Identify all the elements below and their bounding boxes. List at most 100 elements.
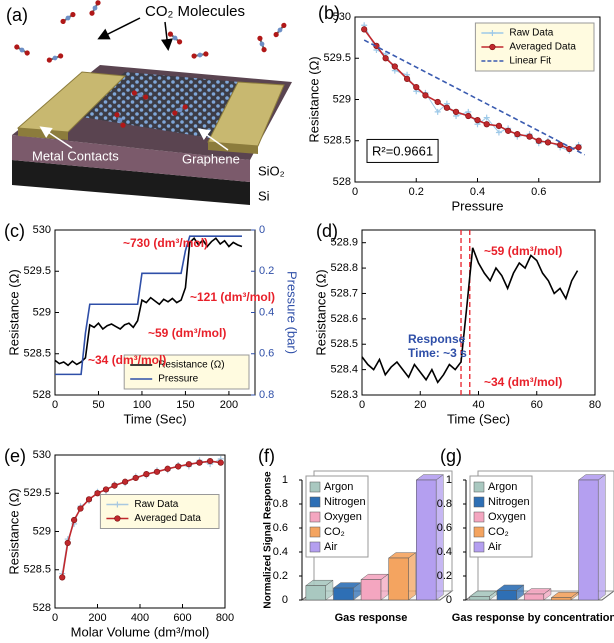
legend-label: Averaged Data bbox=[509, 42, 576, 53]
y-tick-label: 528.7 bbox=[330, 287, 358, 299]
point bbox=[434, 98, 441, 106]
point bbox=[64, 539, 71, 547]
legend-box bbox=[99, 494, 220, 529]
legend-swatch bbox=[489, 43, 496, 51]
y2-tick-label: 0.4 bbox=[259, 306, 274, 318]
legend-label: CO₂ bbox=[324, 526, 345, 538]
legend-swatch bbox=[473, 511, 485, 523]
label: CO₂ Molecules bbox=[145, 3, 245, 20]
series-line bbox=[363, 39, 586, 156]
point bbox=[77, 505, 84, 512]
point bbox=[143, 471, 150, 478]
x-tick-label: 0 bbox=[52, 399, 58, 411]
y-tick-label: 529.5 bbox=[23, 265, 51, 277]
point bbox=[413, 84, 420, 91]
annotation: R²=0.9661 bbox=[372, 143, 433, 158]
legend-box bbox=[123, 354, 250, 390]
y2-tick-label: 0.8 bbox=[259, 389, 274, 401]
point bbox=[85, 496, 93, 503]
point bbox=[59, 574, 66, 581]
y-tick-label: 528.5 bbox=[23, 564, 51, 576]
legend-label: Linear Fit bbox=[509, 56, 551, 67]
si-layer bbox=[12, 160, 250, 205]
legend-swatch bbox=[309, 526, 321, 538]
legend-label: Nitrogen bbox=[488, 496, 530, 508]
point bbox=[111, 482, 118, 489]
annotation: ~59 (dm³/mol) bbox=[484, 244, 562, 258]
x-axis-label: Pressure bbox=[451, 198, 503, 213]
x-tick-label: 0.6 bbox=[531, 186, 546, 198]
annotation: Response bbox=[408, 332, 466, 346]
y-tick-label: 1 bbox=[282, 474, 288, 486]
legend-swatch bbox=[473, 526, 485, 538]
legend-label: Air bbox=[488, 541, 502, 553]
x-tick-label: 200 bbox=[220, 399, 238, 411]
annotation: ~59 (dm³/mol) bbox=[148, 326, 226, 340]
arrow bbox=[39, 126, 73, 149]
label: SiO₂ bbox=[258, 163, 285, 178]
legend-label: Pressure bbox=[158, 374, 198, 385]
legend-label: Raw Data bbox=[134, 499, 178, 510]
x-axis-label: Gas response by concentration bbox=[452, 612, 614, 624]
point bbox=[382, 55, 389, 62]
bar bbox=[416, 479, 437, 601]
bar bbox=[305, 585, 326, 601]
y-tick-label: 528.4 bbox=[330, 364, 358, 376]
point bbox=[71, 516, 78, 524]
legend-label: Air bbox=[324, 541, 338, 553]
y2-tick-label: 0 bbox=[259, 224, 265, 236]
point bbox=[526, 133, 533, 140]
point bbox=[403, 75, 411, 82]
point bbox=[196, 459, 203, 466]
bar bbox=[388, 557, 409, 601]
legend-swatch bbox=[309, 511, 321, 523]
point bbox=[164, 465, 171, 472]
y-tick-label: 530 bbox=[33, 449, 51, 461]
x-tick-label: 60 bbox=[531, 399, 543, 411]
point bbox=[132, 474, 139, 482]
x-tick-label: 100 bbox=[133, 399, 151, 411]
point bbox=[94, 490, 101, 497]
legend-label: Averaged Data bbox=[134, 513, 201, 524]
y-tick-label: 1 bbox=[446, 474, 452, 486]
panel-label: (a) bbox=[6, 5, 28, 25]
x-tick-label: 80 bbox=[589, 399, 601, 411]
y-tick-label: 0 bbox=[446, 594, 452, 606]
point bbox=[495, 129, 502, 136]
point bbox=[422, 92, 429, 99]
x-tick-label: 0 bbox=[52, 612, 58, 624]
y-tick-label: 0.6 bbox=[273, 522, 288, 534]
plot-frame bbox=[54, 454, 226, 609]
annotation: ~121 (dm³/mol) bbox=[190, 290, 275, 304]
y-tick-label: 0.8 bbox=[437, 498, 452, 510]
y-tick-label: 528.3 bbox=[330, 389, 358, 401]
point bbox=[153, 468, 161, 475]
label: Metal Contacts bbox=[32, 148, 119, 163]
y-tick-label: 0 bbox=[282, 594, 288, 606]
panel-label: (f) bbox=[258, 446, 275, 466]
annotation: Time: ~3 s bbox=[408, 346, 467, 360]
bar bbox=[360, 579, 382, 601]
y2-axis-label: Pressure (bar) bbox=[285, 271, 300, 354]
point bbox=[575, 144, 582, 151]
x-tick-label: 0 bbox=[359, 399, 365, 411]
legend-swatch bbox=[309, 541, 321, 553]
y-tick-label: 529.5 bbox=[323, 52, 351, 64]
annotation: ~34 (dm³/mol) bbox=[484, 375, 562, 389]
point bbox=[514, 131, 521, 138]
x-tick-label: 400 bbox=[131, 612, 149, 624]
y-tick-label: 530 bbox=[333, 11, 351, 23]
y-tick-label: 528.5 bbox=[330, 338, 358, 350]
y-axis-label: Resistance (Ω) bbox=[306, 56, 321, 142]
point bbox=[483, 114, 490, 121]
y-tick-label: 529 bbox=[33, 306, 51, 318]
legend-label: Resistance (Ω) bbox=[158, 360, 224, 371]
arrow bbox=[97, 17, 141, 40]
series-line bbox=[55, 235, 242, 376]
x-axis-label: Gas response bbox=[335, 612, 408, 624]
y-tick-label: 528.9 bbox=[330, 237, 358, 249]
x-tick-label: 600 bbox=[173, 612, 191, 624]
point bbox=[207, 458, 214, 465]
point bbox=[505, 127, 512, 134]
legend-label: Oxygen bbox=[324, 511, 362, 523]
